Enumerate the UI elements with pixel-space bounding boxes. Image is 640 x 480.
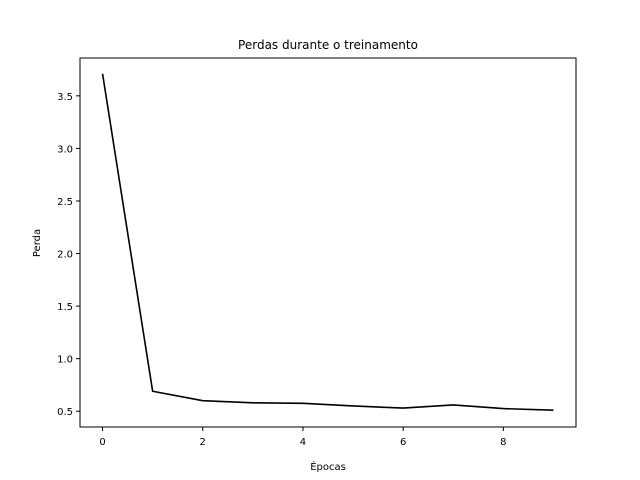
x-tick-label: 4 xyxy=(300,437,306,448)
loss-series-line xyxy=(101,73,554,411)
y-axis-label: Perda xyxy=(32,229,43,257)
y-tick-label: 0.5 xyxy=(57,407,73,418)
axes-frame xyxy=(79,57,577,428)
y-tick-label: 3.0 xyxy=(57,144,73,155)
y-tick-label: 1.0 xyxy=(57,355,73,366)
x-axis-label: Épocas xyxy=(310,460,346,473)
x-tick-label: 6 xyxy=(400,437,406,448)
y-tick-label: 2.0 xyxy=(57,250,73,261)
chart-title: Perdas durante o treinamento xyxy=(238,38,418,52)
x-tick-label: 2 xyxy=(200,437,206,448)
x-tick-label: 0 xyxy=(99,437,105,448)
x-tick-label: 8 xyxy=(500,437,506,448)
y-tick-label: 1.5 xyxy=(57,302,73,313)
plot-area: 0 2 4 6 8 0.5 1.0 1.5 2.0 2.5 3.0 3.5 xyxy=(57,57,577,448)
y-tick-label: 2.5 xyxy=(57,197,73,208)
y-tick-label: 3.5 xyxy=(57,92,73,103)
